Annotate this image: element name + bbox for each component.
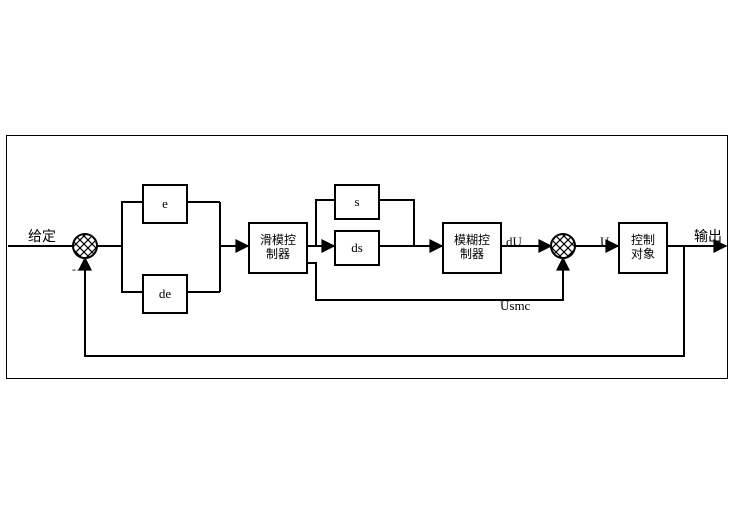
U-label: U bbox=[600, 234, 609, 250]
block-s: s bbox=[334, 184, 380, 220]
wire bbox=[122, 202, 142, 246]
block-ds: ds bbox=[334, 230, 380, 266]
input-label: 给定 bbox=[28, 226, 56, 246]
Usmc-label: Usmc bbox=[500, 298, 530, 314]
wire bbox=[122, 246, 142, 292]
block-smc-label: 滑模控 制器 bbox=[260, 234, 296, 262]
block-de-label: de bbox=[159, 287, 171, 302]
output-label: 输出 bbox=[694, 226, 722, 246]
block-smc: 滑模控 制器 bbox=[248, 222, 308, 274]
neg-sign: --- bbox=[72, 262, 87, 277]
block-de: de bbox=[142, 274, 188, 314]
block-s-label: s bbox=[354, 195, 359, 210]
dU-label: dU bbox=[506, 234, 522, 250]
block-ds-label: ds bbox=[351, 241, 363, 256]
summing-junction-1 bbox=[73, 234, 97, 258]
block-fuzzy-label: 模糊控 制器 bbox=[454, 234, 490, 262]
block-fuzzy: 模糊控 制器 bbox=[442, 222, 502, 274]
block-e-label: e bbox=[162, 197, 168, 212]
wire bbox=[376, 200, 414, 246]
block-plant-label: 控制 对象 bbox=[631, 234, 655, 262]
summing-junction-2 bbox=[551, 234, 575, 258]
wire bbox=[316, 200, 334, 246]
block-plant: 控制 对象 bbox=[618, 222, 668, 274]
block-e: e bbox=[142, 184, 188, 224]
